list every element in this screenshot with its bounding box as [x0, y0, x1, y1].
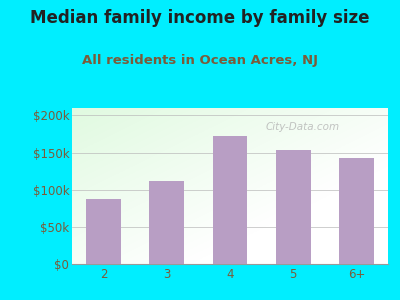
Bar [150, 181, 184, 264]
Bar [86, 200, 121, 264]
Text: All residents in Ocean Acres, NJ: All residents in Ocean Acres, NJ [82, 54, 318, 67]
Bar [339, 158, 374, 264]
Text: City-Data.com: City-Data.com [266, 122, 340, 132]
Bar [213, 136, 247, 264]
Bar [276, 150, 310, 264]
Text: Median family income by family size: Median family income by family size [30, 9, 370, 27]
